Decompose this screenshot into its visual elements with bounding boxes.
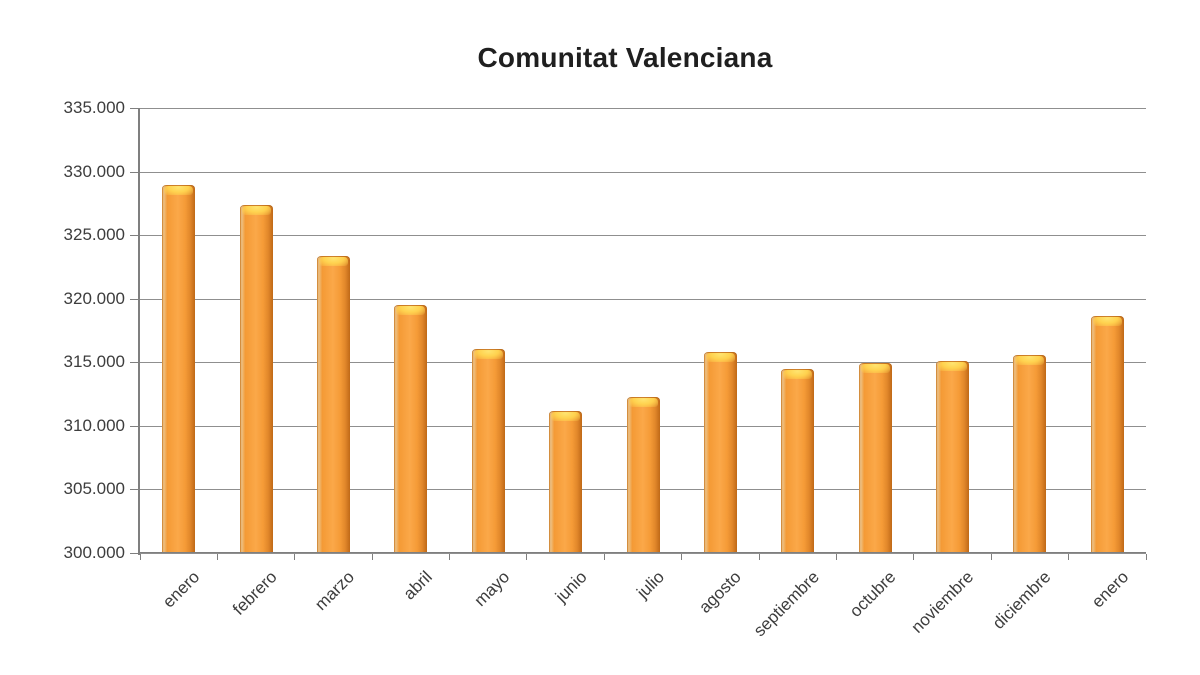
y-axis-tick <box>130 171 138 173</box>
y-axis-label: 305.000 <box>63 479 125 499</box>
bar-septiembre <box>781 368 815 552</box>
y-axis-label: 300.000 <box>63 543 125 562</box>
x-axis-tick <box>835 554 837 560</box>
bar-octubre <box>858 362 892 552</box>
x-axis-label: marzo <box>311 567 359 615</box>
x-axis-label: enero <box>159 567 204 612</box>
x-axis-tick <box>139 554 141 560</box>
y-axis-tick <box>130 298 138 300</box>
gridline <box>140 171 1146 173</box>
chart-title: Comunitat Valenciana <box>477 42 773 73</box>
y-axis-label: 325.000 <box>63 225 125 245</box>
y-axis-tick <box>130 108 138 109</box>
x-axis-tick <box>371 554 373 560</box>
y-axis-label: 330.000 <box>63 161 125 181</box>
x-axis-tick <box>758 554 760 560</box>
gridline <box>140 235 1146 237</box>
x-axis-tick <box>603 554 605 560</box>
x-axis-label: septiembre <box>749 567 823 641</box>
x-axis-tick <box>294 554 296 560</box>
x-axis-label: febrero <box>229 567 281 619</box>
bar-enero <box>162 184 196 552</box>
x-axis-label: mayo <box>470 567 513 611</box>
plot-area: 335.000 330.000 325.000 320.000 315.000 310.0… <box>64 99 1147 640</box>
bar-noviembre <box>936 361 970 552</box>
x-axis-tick <box>449 554 451 560</box>
gridline <box>140 108 1146 109</box>
y-axis-tick <box>130 362 138 364</box>
y-axis-label: 335.000 <box>63 98 125 117</box>
x-axis-label: julio <box>632 567 668 603</box>
x-axis-tick <box>216 554 218 560</box>
x-axis-label: diciembre <box>989 567 1055 633</box>
gridline <box>140 362 1146 364</box>
y-axis-tick <box>130 553 138 554</box>
x-axis-label: junio <box>551 567 591 607</box>
x-axis-tick <box>1145 554 1147 560</box>
y-axis-tick <box>130 235 138 237</box>
bar-junio <box>549 410 583 552</box>
bar-julio <box>626 396 660 552</box>
x-axis-tick <box>681 554 683 560</box>
x-axis-tick <box>990 554 992 560</box>
gridline <box>140 553 1146 554</box>
x-axis-label: agosto <box>695 567 746 617</box>
x-axis-tick <box>1068 554 1070 560</box>
y-axis-label: 320.000 <box>63 288 125 308</box>
bar-marzo <box>316 255 350 552</box>
y-axis-tick <box>130 489 138 491</box>
x-axis-tick <box>526 554 528 560</box>
y-axis-tick <box>130 425 138 427</box>
x-axis-label: noviembre <box>907 567 978 637</box>
bar-diciembre <box>1013 354 1047 552</box>
x-axis-label: abril <box>399 567 436 604</box>
y-axis-label: 315.000 <box>63 352 125 372</box>
x-axis-label: octubre <box>846 567 900 621</box>
x-axis-label: enero <box>1087 567 1133 612</box>
y-axis-line <box>138 108 140 555</box>
bar-enero <box>1090 315 1124 552</box>
gridline <box>140 298 1146 300</box>
bar-febrero <box>239 204 273 552</box>
bar-abril <box>394 305 428 552</box>
bar-agosto <box>703 352 737 552</box>
x-axis-tick <box>913 554 915 560</box>
y-axis-label: 310.000 <box>63 415 125 435</box>
bar-mayo <box>471 348 505 552</box>
